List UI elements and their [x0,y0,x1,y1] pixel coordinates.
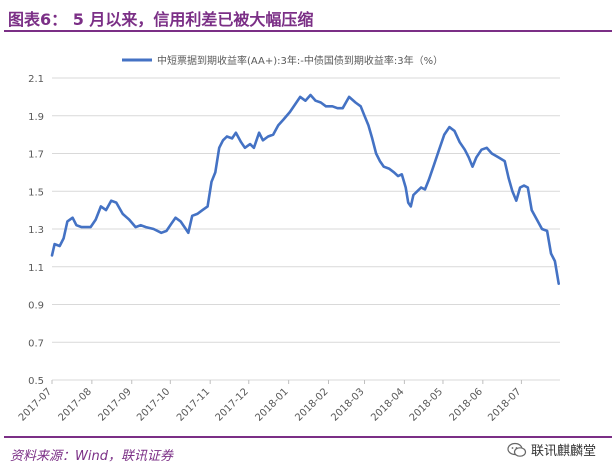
y-tick-label: 0.7 [28,338,44,349]
x-tick-label: 2018-05 [408,386,445,423]
y-tick-label: 1.7 [28,150,44,161]
x-tick-label: 2017-12 [214,386,251,423]
header: 图表6： 5 月以来，信用利差已被大幅压缩 [0,0,616,32]
y-tick-label: 1.9 [28,112,44,123]
series-line [50,93,560,285]
y-tick-label: 1.1 [28,263,44,274]
x-tick-label: 2017-07 [17,386,54,423]
x-tick-label: 2017-09 [97,386,134,423]
x-tick-label: 2018-06 [448,386,485,423]
watermark-label: 联讯麒麟堂 [530,444,596,459]
y-tick-label: 2.1 [28,74,44,85]
source-note: 资料来源：Wind，联讯证券 [10,449,173,464]
y-tick-label: 0.9 [28,301,44,312]
x-tick-label: 2017-10 [135,386,172,423]
watermark: 联讯麒麟堂 [507,440,596,459]
x-tick-label: 2018-07 [486,386,523,423]
y-tick-label: 1.5 [28,187,44,198]
title-divider [4,30,612,32]
wechat-icon [507,442,527,457]
y-tick-label: 0.5 [28,376,44,387]
x-tick-label: 2017-11 [175,386,212,423]
x-tick-label: 2017-08 [57,386,94,423]
x-tick-label: 2018-02 [293,386,330,423]
page-title: 图表6： 5 月以来，信用利差已被大幅压缩 [8,10,314,29]
x-tick-label: 2018-03 [329,386,366,423]
footer-divider [4,436,612,438]
y-tick-label: 1.3 [28,225,44,236]
x-tick-label: 2018-04 [369,386,406,423]
legend-label: 中短票据到期收益率(AA+):3年:-中债国债到期收益率:3年（%） [157,54,443,67]
x-tick-label: 2018-01 [253,386,290,423]
